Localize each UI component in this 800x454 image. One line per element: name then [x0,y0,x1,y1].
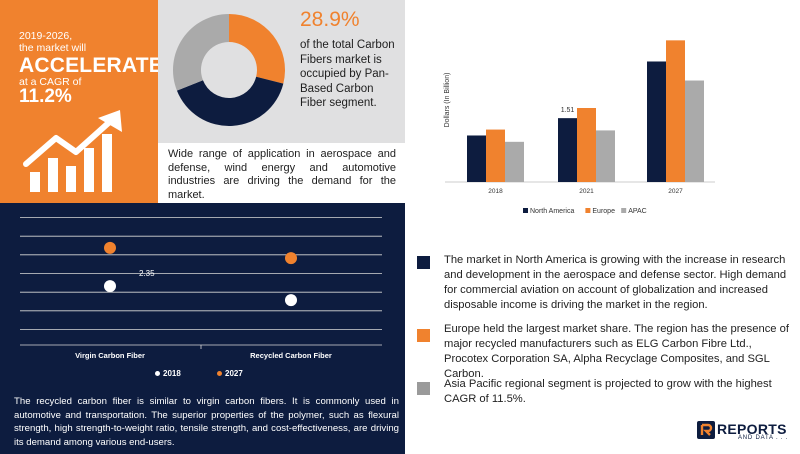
fiber-dot-chart: Virgin Carbon Fiber Recycled Carbon Fiber… [20,217,382,360]
fiber-type-panel: Virgin Carbon Fiber Recycled Carbon Fiber… [0,203,405,454]
bar [577,108,596,182]
bar [467,135,486,182]
donut-slice [229,14,285,84]
apac-bullet [417,382,430,395]
data-label: 2.35 [139,269,155,278]
donut-slice [176,76,284,126]
x-tick-label: 2018 [488,188,503,195]
north-america-text: The market in North America is growing w… [444,254,787,311]
apac-text: Asia Pacific regional segment is project… [444,378,772,405]
bar [647,61,666,182]
data-label: 1.51 [561,107,575,114]
legend-label: North America [530,208,574,215]
cagr-intro: 2019-2026, the market will [19,30,86,54]
accelerate-headline: ACCELERATE [19,54,163,77]
x-category-label: Recycled Carbon Fiber [250,351,332,360]
bar [685,80,704,182]
data-point [104,280,116,293]
period-text: 2019-2026, [19,30,73,42]
logo-mark-icon [697,421,715,439]
bar [486,129,505,182]
segment-share-description: of the total Carbon Fibers market is occ… [300,39,395,109]
data-point [285,294,297,307]
reports-and-data-logo: REPORTS AND DATA . . . [697,421,788,444]
cagr-panel: 2019-2026, the market will ACCELERATE at… [0,0,163,203]
data-point [104,241,116,254]
legend-marker [621,208,627,213]
europe-bullet [417,329,430,342]
market-will-text: the market will [19,42,87,54]
segment-donut-chart [173,14,285,126]
data-point [285,252,297,265]
logo-text: REPORTS [717,421,787,437]
legend-marker [523,208,528,213]
fiber-dot-legend: 2018 2027 [155,369,243,378]
y-axis-label: Dollars (In Billion) [444,73,451,128]
legend-2027-label: 2027 [225,369,243,379]
regional-bar-chart: Dollars (In Billion) 2018 2021 2027 1.51 Nort… [444,40,715,215]
legend-label: APAC [628,208,647,215]
legend-marker [585,208,591,213]
europe-text: Europe held the largest market share. Th… [444,323,789,380]
legend-2027-marker [217,371,223,377]
legend-2018-label: 2018 [163,369,181,379]
donut-slice [173,14,229,91]
segment-share-panel: 28.9% of the total Carbon Fibers market … [158,0,405,143]
legend-label: Europe [592,208,615,215]
cagr-label: at a CAGR of [19,76,82,88]
bar [666,40,685,182]
legend-2018-marker [155,371,160,377]
bar [505,141,524,182]
x-tick-label: 2027 [668,188,683,195]
bar [596,130,615,182]
bar [558,118,577,182]
application-text: Wide range of application in aerospace a… [168,148,396,201]
cagr-value: 11.2% [19,86,72,107]
north-america-bullet [417,256,430,269]
segment-share-percent: 28.9% [300,8,360,31]
recycled-fiber-text: The recycled carbon fiber is similar to … [14,396,399,448]
x-tick-label: 2021 [579,188,594,195]
growth-chart-arrow-icon [23,110,122,192]
x-category-label: Virgin Carbon Fiber [75,351,145,360]
logo-subtext: AND DATA . . . [738,435,789,441]
